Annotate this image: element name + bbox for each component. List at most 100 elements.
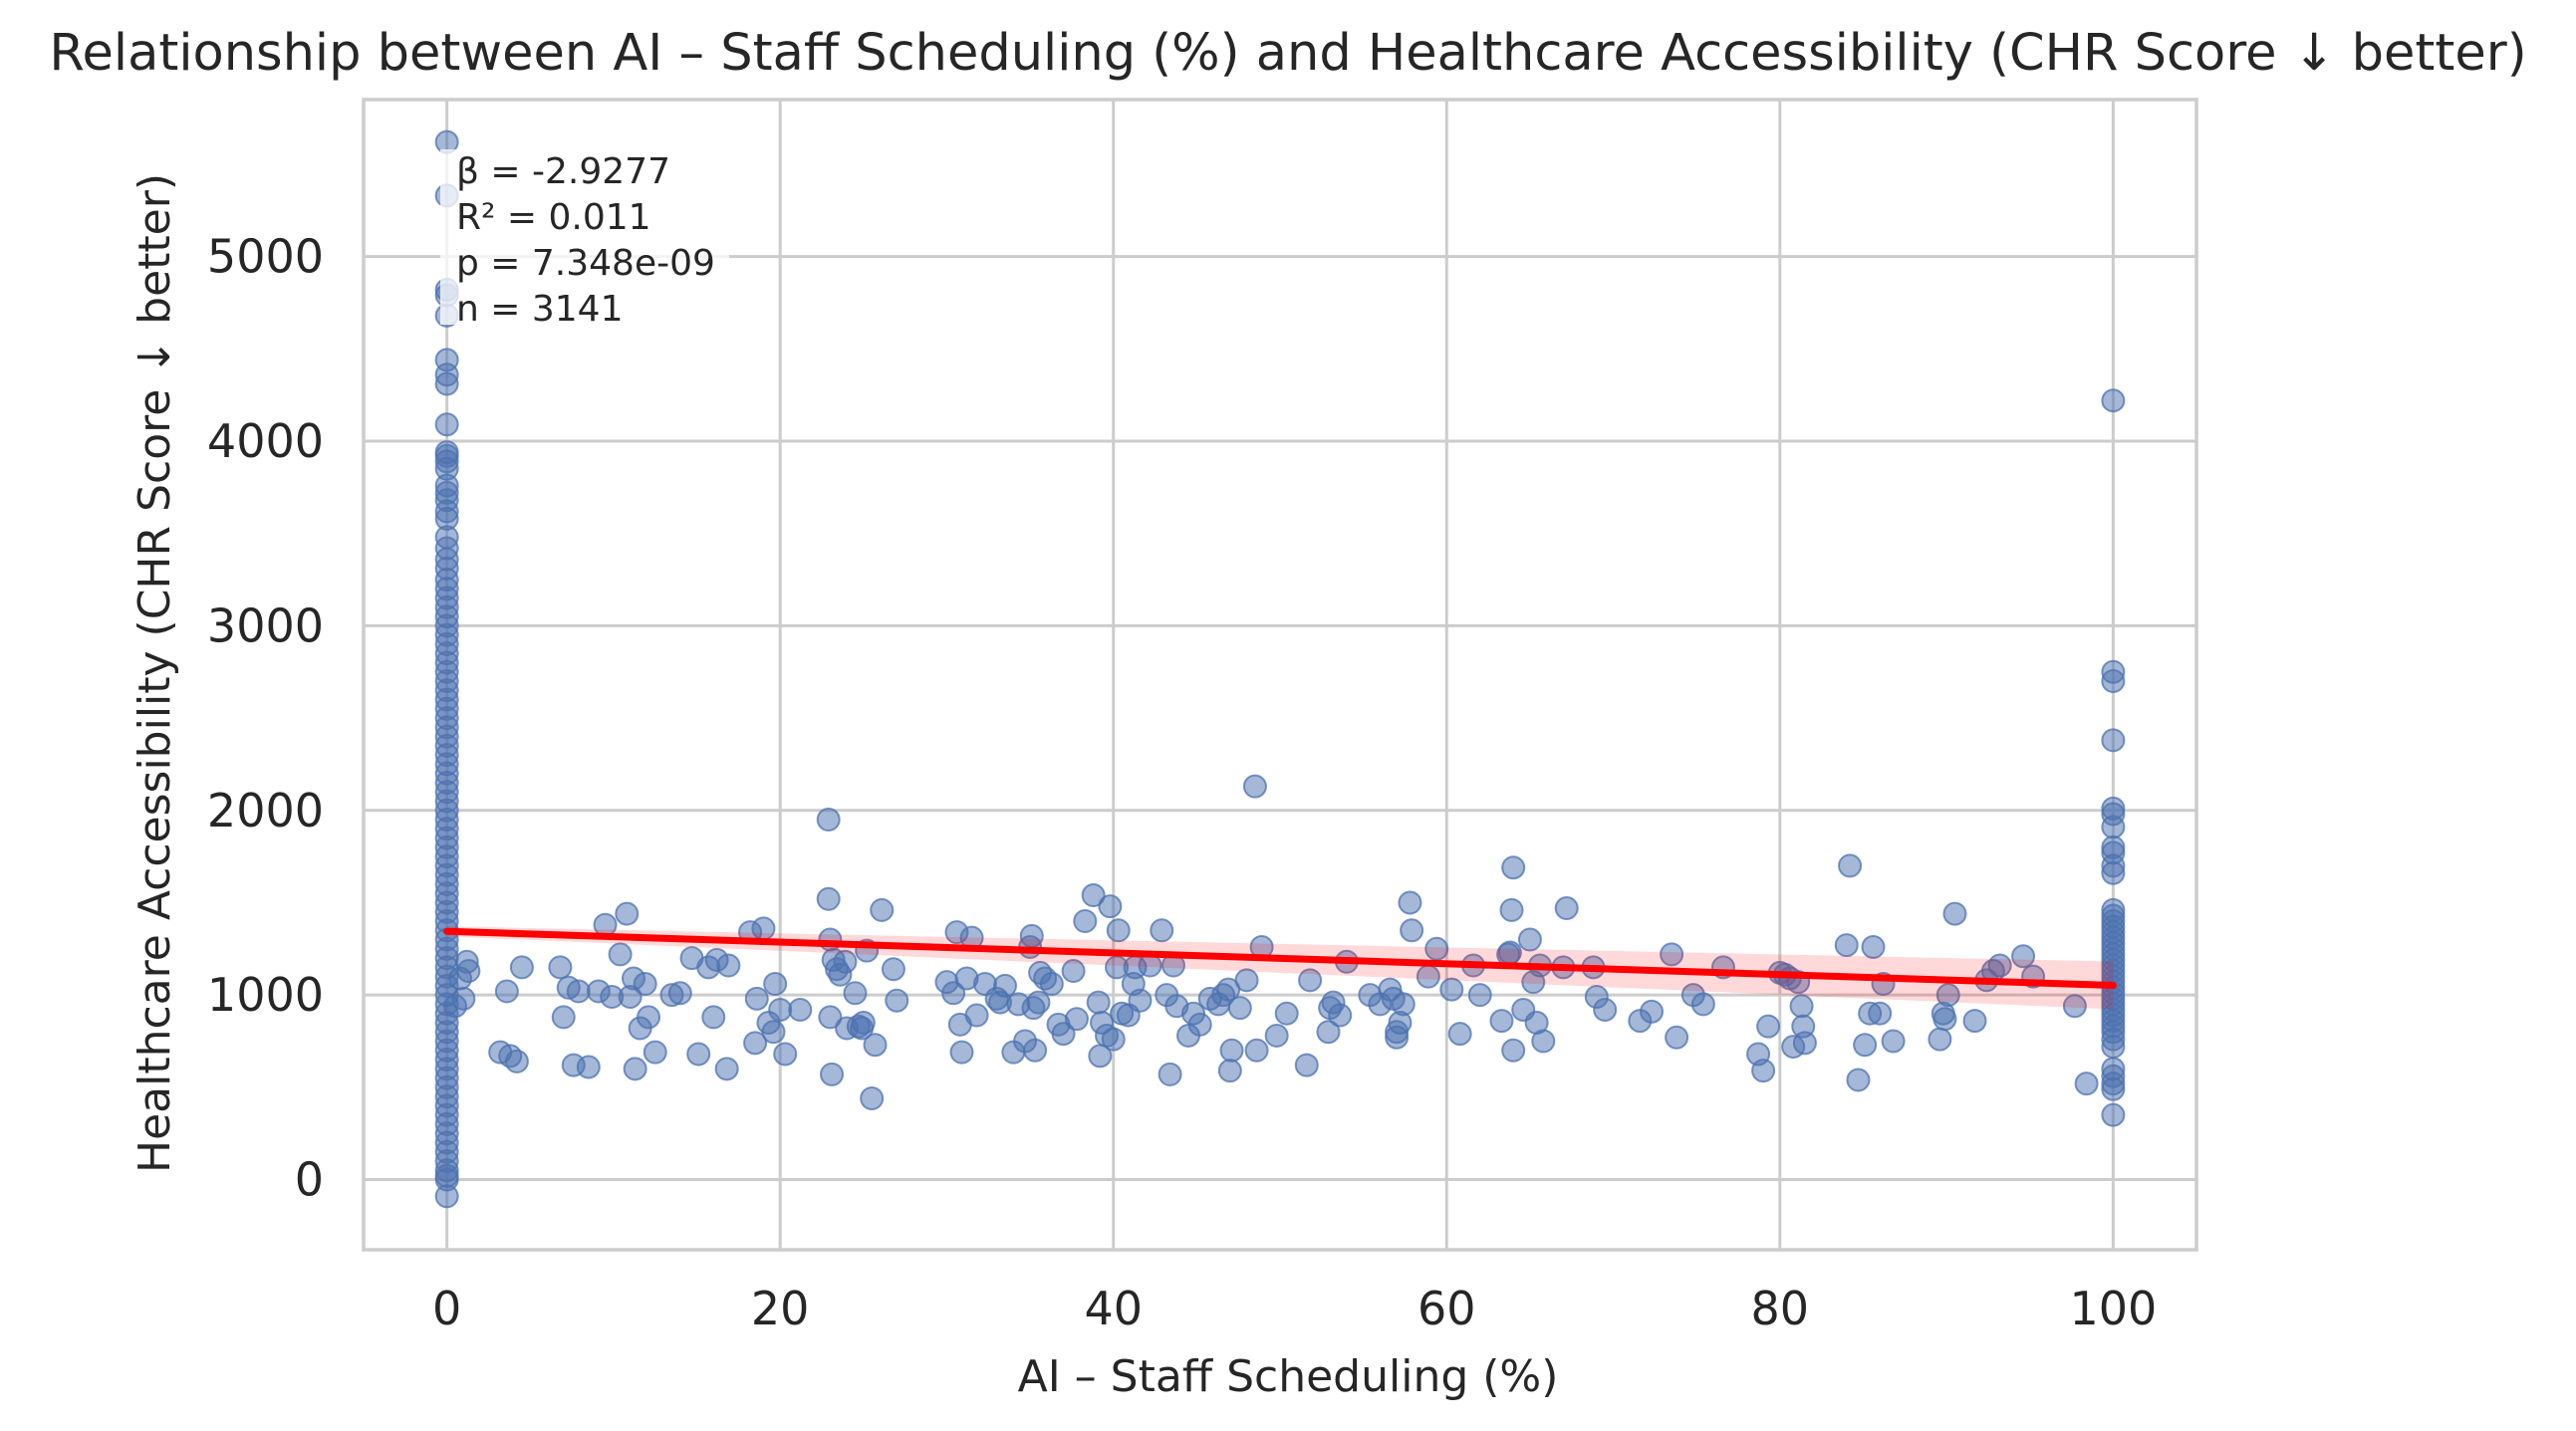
- annotation-beta: β = -2.9277: [456, 151, 670, 192]
- data-point: [1217, 1059, 1242, 1083]
- data-point: [1942, 901, 1967, 926]
- stats-annotation: β = -2.9277 R² = 0.011 p = 7.348e-09 n =…: [440, 149, 729, 330]
- annotation-p-value: p = 7.348e-09: [456, 243, 715, 284]
- x-tick-label: 0: [432, 1282, 461, 1335]
- data-point: [1447, 1022, 1472, 1047]
- data-point: [714, 1057, 739, 1081]
- data-point: [686, 1042, 711, 1067]
- data-point: [1640, 999, 1665, 1024]
- data-point: [451, 986, 476, 1011]
- data-point: [701, 1005, 726, 1030]
- data-point: [818, 1005, 843, 1030]
- data-point: [788, 997, 813, 1022]
- data-point: [434, 371, 459, 396]
- data-point: [949, 1040, 974, 1065]
- data-point: [2101, 668, 2126, 693]
- data-point: [615, 901, 640, 926]
- x-axis-label: AI – Staff Scheduling (%): [1018, 1351, 1559, 1402]
- data-point: [716, 953, 741, 978]
- data-point: [1227, 996, 1252, 1021]
- data-point: [1061, 959, 1086, 984]
- data-point: [1554, 896, 1579, 921]
- data-point: [1242, 774, 1267, 799]
- y-tick-label: 5000: [207, 230, 324, 284]
- data-point: [623, 1057, 647, 1081]
- data-point: [1219, 1038, 1244, 1063]
- data-point: [2101, 728, 2126, 753]
- data-point: [1026, 990, 1051, 1015]
- y-tick-label: 2000: [207, 784, 324, 837]
- data-point: [881, 957, 905, 982]
- data-point: [1128, 988, 1153, 1013]
- data-point: [1660, 942, 1684, 967]
- data-point: [1391, 992, 1416, 1017]
- data-point: [1881, 1029, 1906, 1054]
- data-point: [1264, 1023, 1289, 1048]
- y-tick-label: 0: [295, 1153, 324, 1207]
- plot-area-frame: [362, 98, 2198, 1252]
- data-point: [1039, 972, 1064, 997]
- data-point: [1935, 983, 1960, 1008]
- data-point: [833, 949, 858, 974]
- data-point: [1690, 992, 1715, 1017]
- data-point: [1501, 855, 1526, 880]
- data-point: [820, 1062, 845, 1086]
- data-point: [763, 972, 788, 997]
- data-point: [1398, 890, 1422, 915]
- data-point: [2101, 1076, 2126, 1101]
- data-point: [1274, 1001, 1299, 1026]
- data-point: [863, 1033, 888, 1058]
- data-point: [941, 981, 966, 1006]
- x-tick-label: 60: [1417, 1282, 1476, 1335]
- annotation-r-squared: R² = 0.011: [456, 197, 651, 238]
- data-point: [576, 1055, 601, 1079]
- data-point: [551, 1005, 576, 1030]
- data-point: [870, 897, 895, 922]
- y-axis-label: Healthcare Accessibility (CHR Score ↓ be…: [129, 173, 180, 1173]
- data-point: [494, 979, 519, 1004]
- data-point: [885, 988, 909, 1013]
- data-point: [1086, 990, 1111, 1015]
- regression-line: [443, 927, 2117, 990]
- data-point: [1962, 1009, 1987, 1034]
- data-point: [434, 1184, 459, 1209]
- data-point: [964, 1003, 989, 1028]
- data-point: [434, 412, 459, 437]
- data-point: [1101, 1027, 1126, 1052]
- regression-line-group: [443, 926, 2117, 1010]
- data-point: [761, 1020, 786, 1045]
- data-point: [608, 942, 633, 967]
- data-point: [1861, 934, 1886, 959]
- data-point: [637, 1005, 661, 1030]
- data-point: [2101, 1035, 2126, 1060]
- data-point: [1756, 1014, 1781, 1039]
- data-point: [1073, 909, 1098, 933]
- data-point: [2101, 1102, 2126, 1127]
- data-point: [2101, 860, 2126, 885]
- data-point: [1531, 1029, 1556, 1054]
- data-point: [1158, 1062, 1182, 1086]
- x-tick-label: 100: [2069, 1282, 2157, 1335]
- data-point: [1489, 1009, 1514, 1034]
- data-point: [643, 1040, 667, 1065]
- data-point: [1106, 918, 1131, 943]
- data-point: [1501, 1038, 1526, 1063]
- data-point: [2074, 1072, 2099, 1096]
- data-point: [1439, 977, 1464, 1002]
- x-tick-label: 40: [1084, 1282, 1143, 1335]
- data-point: [2011, 944, 2036, 969]
- data-point: [1023, 1038, 1048, 1063]
- data-point: [743, 1031, 768, 1056]
- data-point: [860, 1085, 885, 1110]
- data-point: [1665, 1025, 1689, 1050]
- data-point: [1081, 883, 1106, 908]
- data-point: [1838, 853, 1863, 878]
- data-point: [1517, 927, 1542, 952]
- data-point: [768, 997, 793, 1022]
- y-tick-label: 4000: [207, 414, 324, 468]
- data-point: [816, 886, 841, 911]
- data-point: [667, 981, 692, 1006]
- data-point: [1792, 1031, 1817, 1056]
- data-point: [504, 1049, 529, 1073]
